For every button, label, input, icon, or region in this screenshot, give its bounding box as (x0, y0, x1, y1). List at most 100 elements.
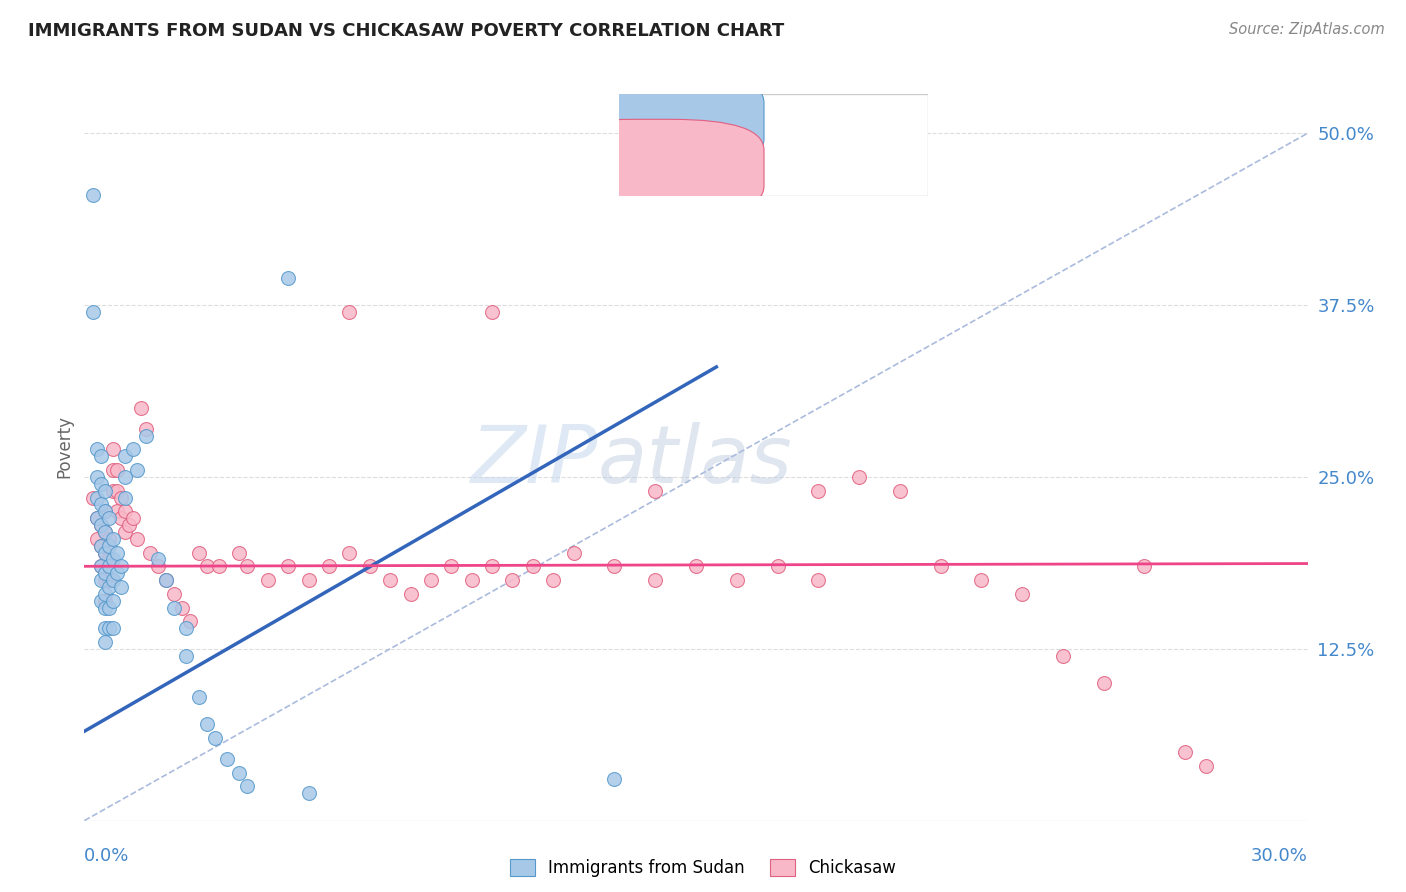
Point (93, 593, 115, 607)
Point (131, 401, 153, 416)
Point (217, 752, 239, 766)
Point (110, 511, 132, 525)
Point (644, 573, 666, 587)
Point (97, 552, 120, 566)
Point (502, 573, 524, 587)
Point (174, 621, 197, 635)
Point (277, 559, 299, 574)
Point (93, 600, 115, 615)
Point (522, 559, 544, 574)
Point (122, 511, 145, 525)
Point (97, 573, 120, 587)
Point (105, 483, 128, 498)
Point (86, 470, 108, 484)
Point (97, 559, 120, 574)
Point (195, 559, 218, 574)
Point (114, 450, 136, 464)
Point (97, 532, 120, 546)
Point (114, 504, 136, 518)
Point (298, 786, 321, 800)
Point (82, 305, 104, 319)
Point (93, 545, 115, 559)
Point (481, 305, 503, 319)
Point (105, 463, 128, 477)
Point (90, 593, 112, 607)
Point (101, 483, 124, 498)
Point (236, 779, 259, 793)
Point (172, 600, 194, 615)
Point (187, 545, 209, 559)
Point (101, 621, 124, 635)
Point (543, 573, 565, 587)
Point (114, 524, 136, 539)
Point (90, 450, 112, 464)
Point (339, 305, 361, 319)
FancyBboxPatch shape (619, 94, 928, 196)
Point (97, 511, 120, 525)
Point (97, 600, 120, 615)
Point (93, 573, 115, 587)
Point (179, 615, 201, 629)
Point (90, 539, 112, 553)
Point (155, 573, 177, 587)
Point (461, 573, 484, 587)
Point (228, 765, 250, 780)
Point (105, 504, 128, 518)
Point (101, 573, 124, 587)
Point (163, 600, 186, 615)
Point (318, 559, 340, 574)
Point (1133, 559, 1156, 574)
Point (82, 188, 104, 202)
Text: R =  0.389   N = 58: R = 0.389 N = 58 (686, 112, 863, 129)
Point (93, 545, 115, 559)
Point (848, 470, 870, 484)
Point (86, 511, 108, 525)
Point (1092, 676, 1115, 690)
Point (562, 545, 585, 559)
Point (257, 573, 280, 587)
Point (93, 483, 115, 498)
Text: atlas: atlas (598, 422, 793, 500)
Point (90, 559, 112, 574)
Point (163, 587, 186, 601)
Point (1011, 587, 1033, 601)
Point (725, 573, 748, 587)
Point (86, 511, 108, 525)
Point (146, 559, 169, 574)
Point (101, 532, 124, 546)
Point (101, 442, 124, 457)
FancyBboxPatch shape (541, 120, 763, 217)
Point (93, 566, 115, 581)
Point (101, 552, 124, 566)
Point (807, 483, 830, 498)
Point (236, 559, 259, 574)
Point (93, 621, 115, 635)
Point (86, 532, 108, 546)
FancyBboxPatch shape (541, 72, 763, 169)
Point (807, 573, 830, 587)
Point (339, 545, 361, 559)
Point (90, 559, 112, 574)
Point (146, 552, 169, 566)
Point (420, 573, 443, 587)
Point (929, 559, 952, 574)
Text: ZIP: ZIP (471, 422, 598, 500)
Point (204, 731, 226, 746)
Point (889, 483, 911, 498)
Point (135, 422, 157, 436)
Y-axis label: Poverty: Poverty (55, 415, 73, 477)
Point (97, 539, 120, 553)
Point (90, 476, 112, 491)
Legend: Immigrants from Sudan, Chickasaw: Immigrants from Sudan, Chickasaw (503, 852, 903, 884)
Point (380, 573, 402, 587)
Point (110, 559, 132, 574)
Point (110, 491, 132, 505)
Point (90, 539, 112, 553)
Point (1174, 745, 1197, 759)
Text: 30.0%: 30.0% (1251, 847, 1308, 865)
Point (93, 524, 115, 539)
Point (90, 498, 112, 512)
Text: R =  0.009   N = 76: R = 0.009 N = 76 (686, 159, 862, 177)
Point (97, 580, 120, 594)
Point (135, 428, 157, 442)
